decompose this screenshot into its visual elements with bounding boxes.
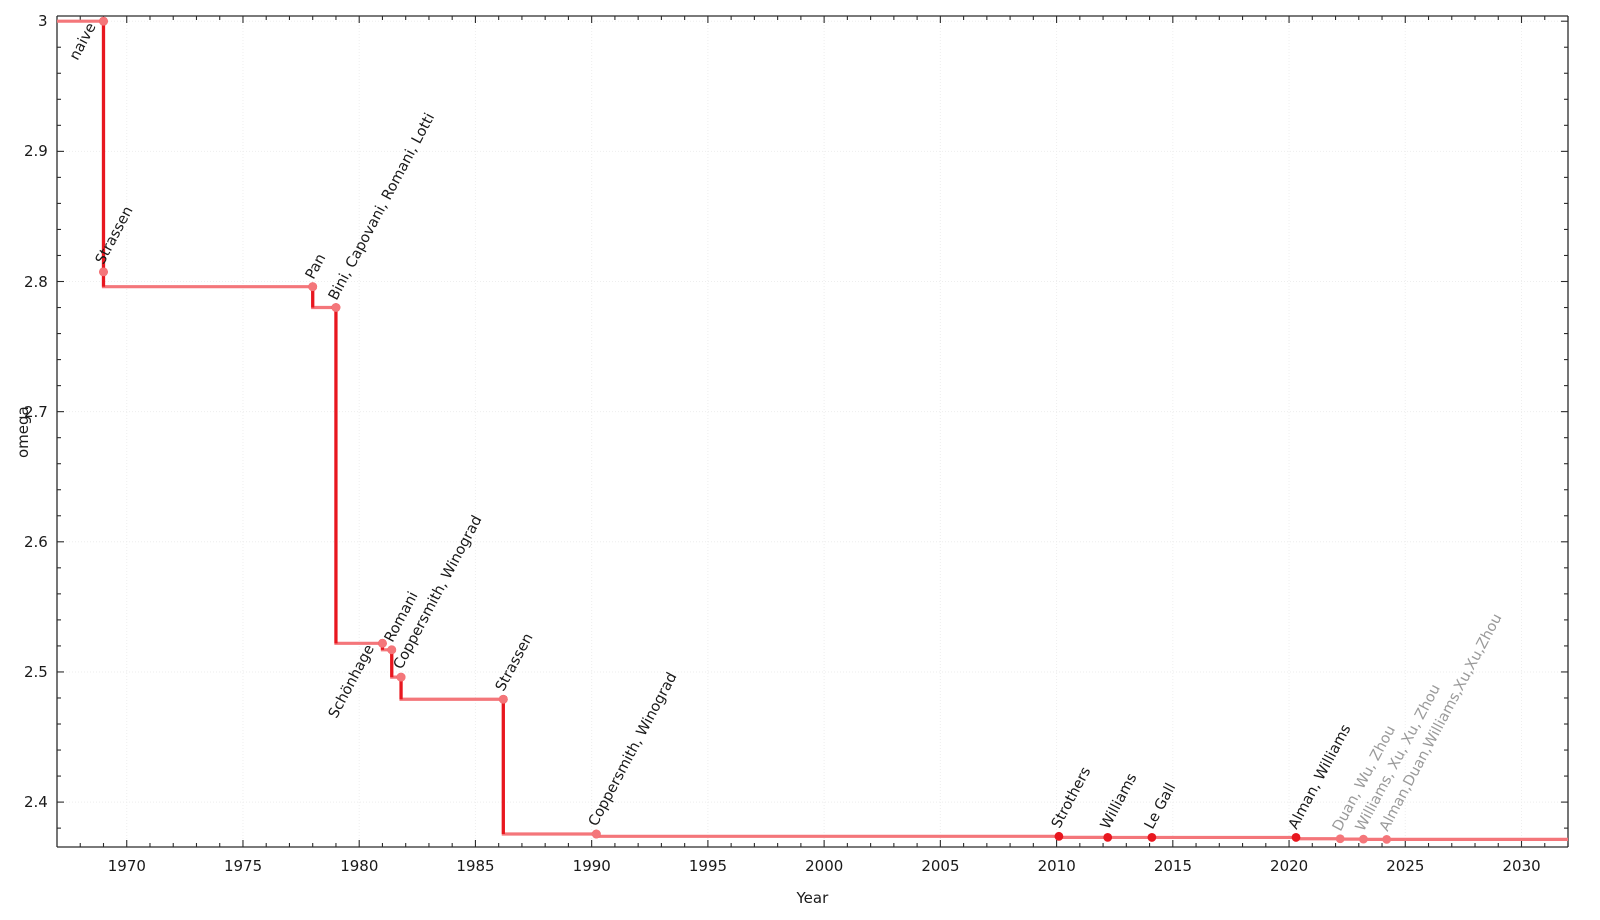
y-tick-label: 2.6 [24, 532, 48, 551]
x-tick-label: 2005 [921, 857, 960, 875]
data-point-marker [498, 694, 508, 704]
axis-ticks [57, 16, 1569, 847]
data-point-marker [1054, 831, 1064, 841]
y-tick-label: 2.8 [24, 272, 48, 291]
y-tick-label: 2.4 [24, 793, 48, 812]
x-tick-label: 2015 [1153, 857, 1192, 875]
step-line [57, 19, 1568, 842]
x-tick-label: 2025 [1386, 857, 1425, 875]
x-tick-label: 1980 [340, 857, 379, 875]
x-tick-label: 2020 [1270, 857, 1309, 875]
data-point-marker [99, 16, 108, 26]
x-tick-label: 1985 [456, 857, 495, 875]
data-point-marker [1382, 835, 1392, 844]
data-point-marker [1359, 834, 1368, 844]
data-point-marker [1147, 833, 1157, 842]
data-point-marker [591, 829, 601, 839]
y-tick-label: 3 [38, 12, 48, 31]
axis-lines [56, 15, 1569, 848]
omega-step-series [57, 19, 1568, 842]
y-axis-title: omega [14, 405, 32, 458]
data-point-marker [99, 267, 108, 277]
x-tick-label: 2030 [1502, 857, 1541, 875]
y-tick-label: 2.5 [24, 662, 48, 681]
x-tick-label: 1995 [688, 857, 728, 875]
data-point-marker [308, 282, 318, 292]
y-tick-label: 2.9 [24, 142, 48, 161]
x-tick-label: 2000 [805, 857, 844, 875]
x-axis-title: Year [796, 889, 829, 907]
data-point-marker [1103, 832, 1113, 842]
data-point-marker [1291, 833, 1301, 842]
data-point-markers [99, 16, 1392, 844]
x-tick-label: 1975 [223, 857, 263, 875]
x-tick-label: 1970 [107, 857, 146, 875]
data-point-marker [396, 672, 406, 682]
x-tick-label: 2010 [1037, 857, 1076, 875]
data-point-marker [331, 303, 341, 312]
data-point-marker [387, 645, 397, 655]
y-tick-label: 2.7 [24, 402, 48, 421]
x-tick-label: 1990 [572, 857, 611, 875]
gridlines [57, 16, 1568, 847]
data-point-marker [378, 638, 387, 648]
data-point-marker [1335, 834, 1345, 844]
